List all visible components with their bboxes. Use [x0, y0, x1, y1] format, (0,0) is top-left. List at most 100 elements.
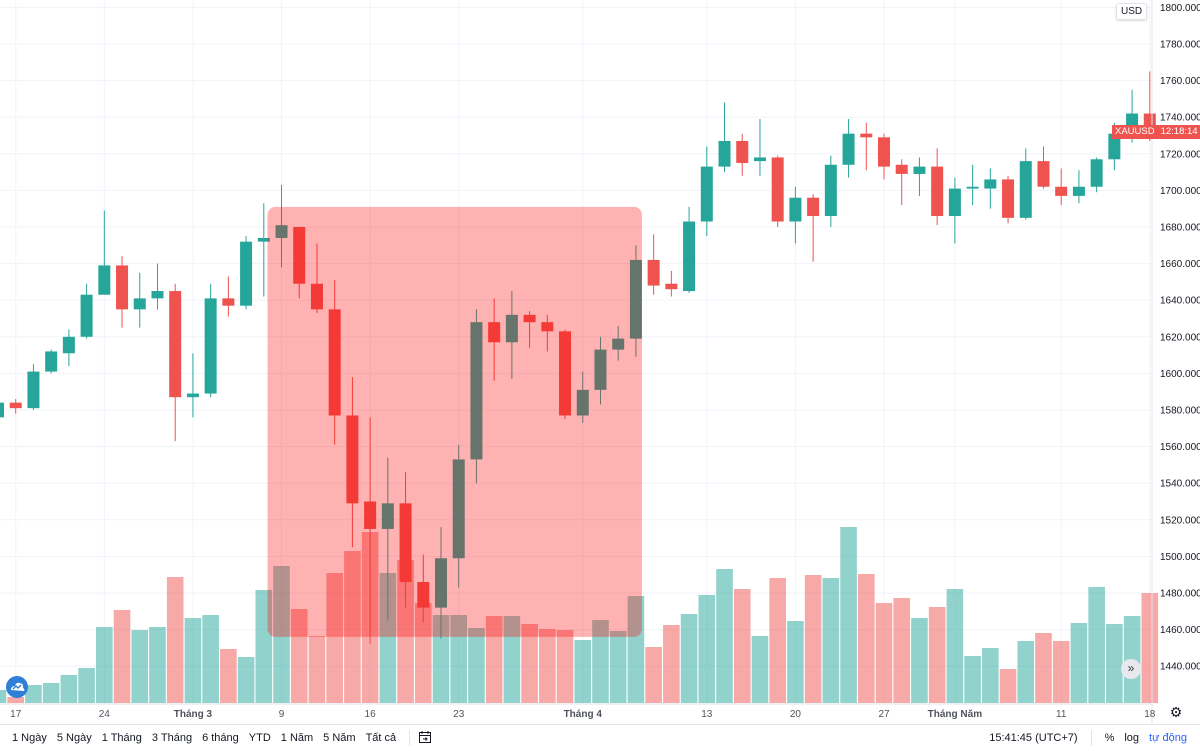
candle-body [895, 164, 908, 174]
y-tick-label: 1660.000 [1160, 259, 1200, 270]
y-tick-label: 1440.000 [1160, 662, 1200, 673]
volume-bar [609, 631, 627, 703]
x-tick-label: 23 [453, 709, 465, 720]
candle-body [541, 322, 554, 332]
volume-bar [840, 527, 857, 703]
candle-body [1019, 161, 1032, 218]
x-tick-label: 16 [365, 709, 377, 720]
range-1m[interactable]: 1 Tháng [101, 732, 142, 744]
volume-bar [42, 683, 60, 703]
candle-body [576, 389, 589, 416]
candle-body [0, 402, 4, 418]
percent-scale-toggle[interactable]: % [1104, 732, 1115, 744]
candle-body [293, 227, 306, 284]
range-1d[interactable]: 1 Ngày [12, 732, 47, 744]
candle-body [1090, 159, 1103, 187]
volume-bar [468, 628, 485, 703]
candle-body [683, 221, 696, 292]
volume-bar [113, 610, 131, 703]
volume-bar [716, 569, 733, 703]
time-axis[interactable]: 17 24 Tháng 3 9 16 23 Tháng 4 13 20 27 Tháng Năm 11… [10, 709, 1156, 720]
y-tick-label: 1540.000 [1160, 479, 1200, 490]
candle-body [222, 298, 235, 306]
auto-scale-toggle[interactable]: tự động [1149, 732, 1187, 744]
volume-bar [1017, 641, 1035, 703]
candle-body [1055, 186, 1068, 196]
volume-bar [574, 640, 592, 703]
volume-bar [450, 615, 468, 703]
double-chevron-right-icon[interactable]: » [1121, 659, 1141, 679]
volume-bar [503, 616, 521, 703]
candle-body [133, 298, 146, 310]
candle-body [1143, 113, 1156, 127]
candle-body [116, 265, 129, 310]
price-chart[interactable]: 1440.000 1460.000 1480.000 1500.000 1520.000… [0, 0, 1200, 724]
volume-bar [397, 560, 414, 703]
volume-bar [78, 668, 95, 703]
volume-bar [96, 627, 113, 703]
range-3m[interactable]: 3 Tháng [151, 732, 193, 744]
calendar-goto-icon[interactable] [418, 730, 432, 747]
y-tick-label: 1800.000 [1160, 3, 1200, 14]
range-all[interactable]: Tất cả [365, 732, 397, 744]
volume-bar [556, 630, 574, 703]
divider [409, 730, 411, 746]
candle-body [878, 137, 890, 167]
volume-bar [751, 636, 769, 703]
range-5d[interactable]: 5 Ngày [56, 732, 92, 744]
candle-body [594, 349, 607, 390]
candle-body [771, 157, 784, 222]
volume-bar [1106, 624, 1123, 703]
volume-bar [220, 649, 237, 703]
log-scale-toggle[interactable]: log [1124, 732, 1140, 744]
candle-body [27, 371, 40, 409]
volume-bar [592, 620, 609, 703]
volume-bar [698, 595, 716, 703]
volume-bar [521, 624, 538, 703]
candle-body [9, 402, 22, 409]
clock-time: 15:41:45 (UTC+7) [989, 732, 1078, 744]
bar-countdown: 12:18:14 [1160, 126, 1198, 137]
gear-icon[interactable]: ⚙ [1169, 704, 1183, 720]
price-axis[interactable]: 1440.000 1460.000 1480.000 1500.000 1520.000… [1160, 3, 1200, 673]
candle-body [559, 331, 572, 416]
volume-bar [645, 647, 662, 703]
tradingview-cloud-icon[interactable] [6, 676, 28, 698]
volume-bar [308, 636, 326, 703]
volume-bar [166, 577, 184, 703]
candle-body [470, 322, 483, 460]
candle-body [612, 338, 625, 350]
volume-bar [290, 609, 308, 703]
range-5y[interactable]: 5 Năm [323, 732, 356, 744]
candle-body [435, 558, 447, 608]
candle-body [860, 133, 873, 138]
range-6m[interactable]: 6 tháng [202, 732, 239, 744]
range-ytd[interactable]: YTD [248, 732, 271, 744]
volume-bar [857, 574, 875, 703]
volume-bar [255, 590, 273, 703]
candle-body [186, 393, 199, 398]
candle-body [1037, 161, 1050, 187]
range-1y[interactable]: 1 Năm [280, 732, 314, 744]
volume-bar [663, 625, 680, 703]
y-tick-label: 1460.000 [1160, 625, 1200, 636]
currency-button[interactable]: USD [1116, 3, 1148, 20]
candle-body [1002, 179, 1015, 218]
highlight-rectangle[interactable] [267, 206, 642, 637]
candle-body [151, 291, 164, 299]
x-tick-label: 11 [1056, 709, 1067, 720]
y-tick-label: 1760.000 [1160, 76, 1200, 87]
y-tick-label: 1620.000 [1160, 332, 1200, 343]
candle-body [913, 166, 926, 174]
volume-bar [149, 627, 166, 703]
candle-body [1072, 186, 1085, 196]
volume-bar [733, 589, 751, 703]
candle-body [984, 179, 997, 189]
candle-body [452, 459, 465, 559]
candle-body [931, 166, 944, 217]
candle-body [807, 197, 820, 217]
last-price-label: XAUUSD 12:18:14 [1112, 125, 1200, 139]
candle-body [275, 225, 288, 238]
volume-bar [822, 578, 840, 703]
candle-body [257, 237, 270, 242]
